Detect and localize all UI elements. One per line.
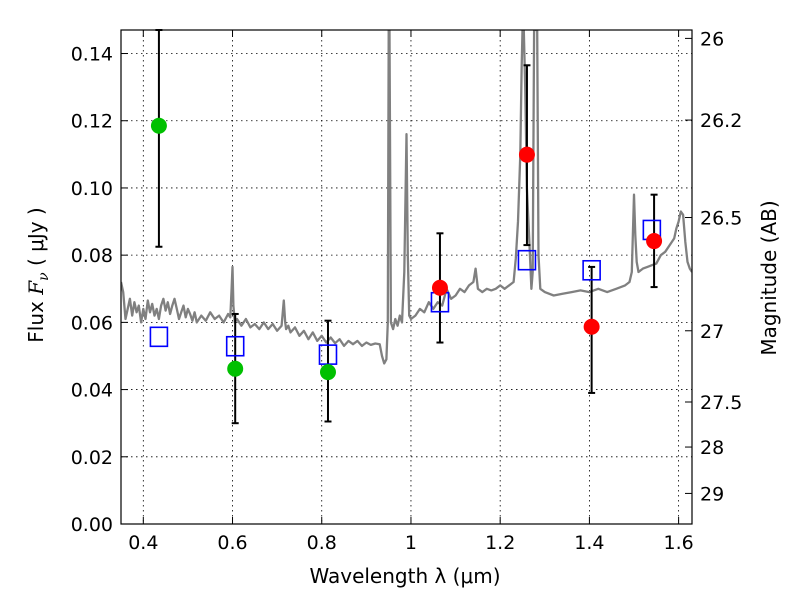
axis-ticks	[121, 30, 692, 525]
x-tick-label: 0.4	[128, 532, 158, 554]
y-tick-label: 0.08	[71, 245, 113, 267]
y-tick-label: 0.10	[71, 178, 113, 200]
x-tick-label: 1.2	[485, 532, 515, 554]
y-tick-label: 0.12	[71, 111, 113, 133]
red-point	[431, 279, 448, 296]
y-tick-label: 0.06	[71, 312, 113, 334]
spectrum-line	[121, 30, 692, 365]
x-tick-label: 1.6	[664, 532, 694, 554]
y-axis-label: Flux Fν ( μJy )	[24, 207, 52, 342]
y2-tick-label: 27	[700, 321, 724, 343]
red-point	[583, 318, 600, 335]
y2-axis-label: Magnitude (AB)	[757, 200, 781, 355]
y2-tick-label: 26	[700, 28, 724, 50]
x-tick-label: 0.6	[217, 532, 247, 554]
y-axis-label-sub: ν	[36, 272, 52, 281]
y2-tick-label: 27.5	[700, 392, 742, 414]
y-tick-label: 0.02	[71, 447, 113, 469]
plot-frame	[120, 29, 693, 525]
y-axis-label-prefix: Flux	[24, 295, 48, 343]
y-tick-label: 0.04	[71, 380, 113, 402]
y-axis-label-suffix: ( μJy )	[24, 207, 48, 272]
green-point	[319, 364, 336, 381]
model-square-marker	[225, 335, 245, 357]
x-axis-label: Wavelength λ (μm)	[309, 564, 500, 588]
y2-tick-label: 26.2	[700, 110, 742, 132]
y-tick-labels: 0.00 0.02 0.04 0.06 0.08 0.10 0.12 0.14	[71, 44, 113, 536]
red-point	[646, 233, 663, 250]
model-square-marker	[149, 326, 169, 348]
y-tick-label: 0.14	[71, 44, 113, 66]
y-axis-label-math: F	[24, 280, 48, 296]
spectrum-layer	[121, 30, 692, 365]
x-tick-labels: 0.4 0.6 0.8 1 1.2 1.4 1.6	[128, 532, 694, 554]
y2-tick-label: 28	[700, 437, 724, 459]
y2-tick-label: 26.5	[700, 208, 742, 230]
grid-lines	[121, 30, 692, 525]
x-tick-label: 0.8	[307, 532, 337, 554]
red-point	[518, 146, 535, 163]
model-square-marker	[517, 249, 537, 271]
y2-tick-label: 29	[700, 483, 724, 505]
model-square-marker	[582, 259, 601, 281]
y-tick-label: 0.00	[71, 514, 113, 536]
green-point	[227, 360, 244, 377]
green-point	[150, 117, 167, 134]
x-tick-label: 1.4	[574, 532, 604, 554]
marker-layer	[149, 117, 663, 381]
y2-tick-labels: 26 26.2 26.5 27 27.5 28 29	[700, 28, 742, 505]
x-tick-label: 1	[405, 532, 417, 554]
